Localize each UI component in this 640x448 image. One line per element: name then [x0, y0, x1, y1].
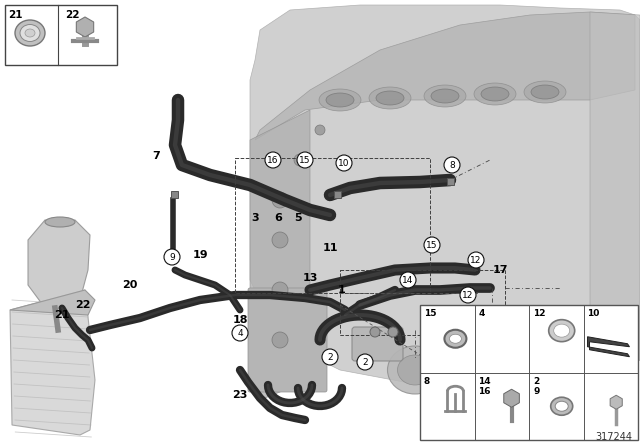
- Circle shape: [315, 125, 325, 135]
- Text: 317244: 317244: [595, 432, 632, 442]
- Ellipse shape: [524, 81, 566, 103]
- Circle shape: [370, 327, 380, 337]
- Text: 4: 4: [237, 328, 243, 337]
- Circle shape: [322, 349, 338, 365]
- Ellipse shape: [474, 83, 516, 105]
- Ellipse shape: [369, 87, 411, 109]
- Circle shape: [272, 332, 288, 348]
- Text: 10: 10: [588, 309, 600, 318]
- Text: 10: 10: [339, 159, 349, 168]
- Ellipse shape: [444, 330, 467, 348]
- Circle shape: [357, 354, 373, 370]
- Ellipse shape: [548, 320, 575, 342]
- Ellipse shape: [550, 397, 573, 415]
- Polygon shape: [10, 290, 95, 435]
- Polygon shape: [250, 5, 640, 390]
- Text: 16: 16: [268, 155, 279, 164]
- Text: 13: 13: [302, 273, 317, 283]
- Ellipse shape: [397, 355, 433, 385]
- Bar: [235, 158, 430, 293]
- Text: 4: 4: [479, 309, 485, 318]
- Text: 1: 1: [338, 285, 346, 295]
- Text: 5: 5: [294, 213, 302, 223]
- Circle shape: [272, 232, 288, 248]
- Text: 3: 3: [251, 213, 259, 223]
- Text: 17: 17: [492, 265, 508, 275]
- Bar: [340, 270, 505, 335]
- Text: 12: 12: [462, 290, 474, 300]
- Ellipse shape: [531, 85, 559, 99]
- Text: 22: 22: [65, 10, 79, 20]
- Text: 11: 11: [323, 243, 338, 253]
- Bar: [420, 305, 638, 440]
- Circle shape: [424, 237, 440, 253]
- Polygon shape: [250, 110, 310, 400]
- Text: 12: 12: [470, 255, 482, 264]
- Circle shape: [400, 272, 416, 288]
- Circle shape: [444, 157, 460, 173]
- Circle shape: [468, 252, 484, 268]
- Text: 21: 21: [54, 310, 70, 320]
- Text: 23: 23: [232, 390, 248, 400]
- Text: 22: 22: [76, 300, 91, 310]
- Text: 20: 20: [122, 280, 138, 290]
- Circle shape: [294, 154, 306, 166]
- Polygon shape: [10, 290, 95, 315]
- Ellipse shape: [326, 93, 354, 107]
- Ellipse shape: [45, 217, 75, 227]
- Circle shape: [164, 249, 180, 265]
- Text: 12: 12: [533, 309, 545, 318]
- Text: 21: 21: [8, 10, 22, 20]
- Circle shape: [388, 327, 398, 337]
- Polygon shape: [76, 17, 93, 37]
- Ellipse shape: [554, 324, 570, 337]
- Bar: [5, 5, 117, 65]
- Ellipse shape: [376, 91, 404, 105]
- Ellipse shape: [424, 85, 466, 107]
- Text: 19: 19: [192, 250, 208, 260]
- Ellipse shape: [449, 334, 461, 343]
- Ellipse shape: [20, 25, 40, 42]
- Text: 2: 2: [362, 358, 368, 366]
- Ellipse shape: [556, 401, 568, 411]
- Circle shape: [272, 192, 288, 208]
- Bar: [170, 190, 177, 198]
- Ellipse shape: [319, 89, 361, 111]
- Bar: [447, 177, 454, 185]
- Text: 7: 7: [152, 151, 160, 161]
- Polygon shape: [588, 337, 630, 357]
- Text: 15: 15: [300, 155, 311, 164]
- Text: 2
9: 2 9: [533, 376, 540, 396]
- Polygon shape: [255, 12, 635, 140]
- Polygon shape: [504, 389, 519, 407]
- Circle shape: [232, 325, 248, 341]
- Circle shape: [272, 282, 288, 298]
- Circle shape: [297, 152, 313, 168]
- Text: 8: 8: [424, 376, 430, 385]
- Circle shape: [460, 287, 476, 303]
- FancyBboxPatch shape: [352, 327, 403, 361]
- Text: 15: 15: [426, 241, 438, 250]
- FancyBboxPatch shape: [248, 288, 327, 392]
- Ellipse shape: [387, 346, 442, 394]
- Text: 6: 6: [274, 213, 282, 223]
- Bar: [333, 190, 340, 198]
- Polygon shape: [28, 220, 90, 310]
- Text: 2: 2: [327, 353, 333, 362]
- Ellipse shape: [25, 29, 35, 37]
- Polygon shape: [590, 12, 640, 380]
- Text: 9: 9: [169, 253, 175, 262]
- Polygon shape: [610, 395, 622, 409]
- Ellipse shape: [481, 87, 509, 101]
- Text: 14
16: 14 16: [479, 376, 491, 396]
- Circle shape: [336, 155, 352, 171]
- Text: 14: 14: [403, 276, 413, 284]
- Text: 15: 15: [424, 309, 436, 318]
- Text: 18: 18: [232, 315, 248, 325]
- Text: 8: 8: [449, 160, 455, 169]
- Circle shape: [265, 152, 281, 168]
- Ellipse shape: [15, 20, 45, 46]
- Ellipse shape: [431, 89, 459, 103]
